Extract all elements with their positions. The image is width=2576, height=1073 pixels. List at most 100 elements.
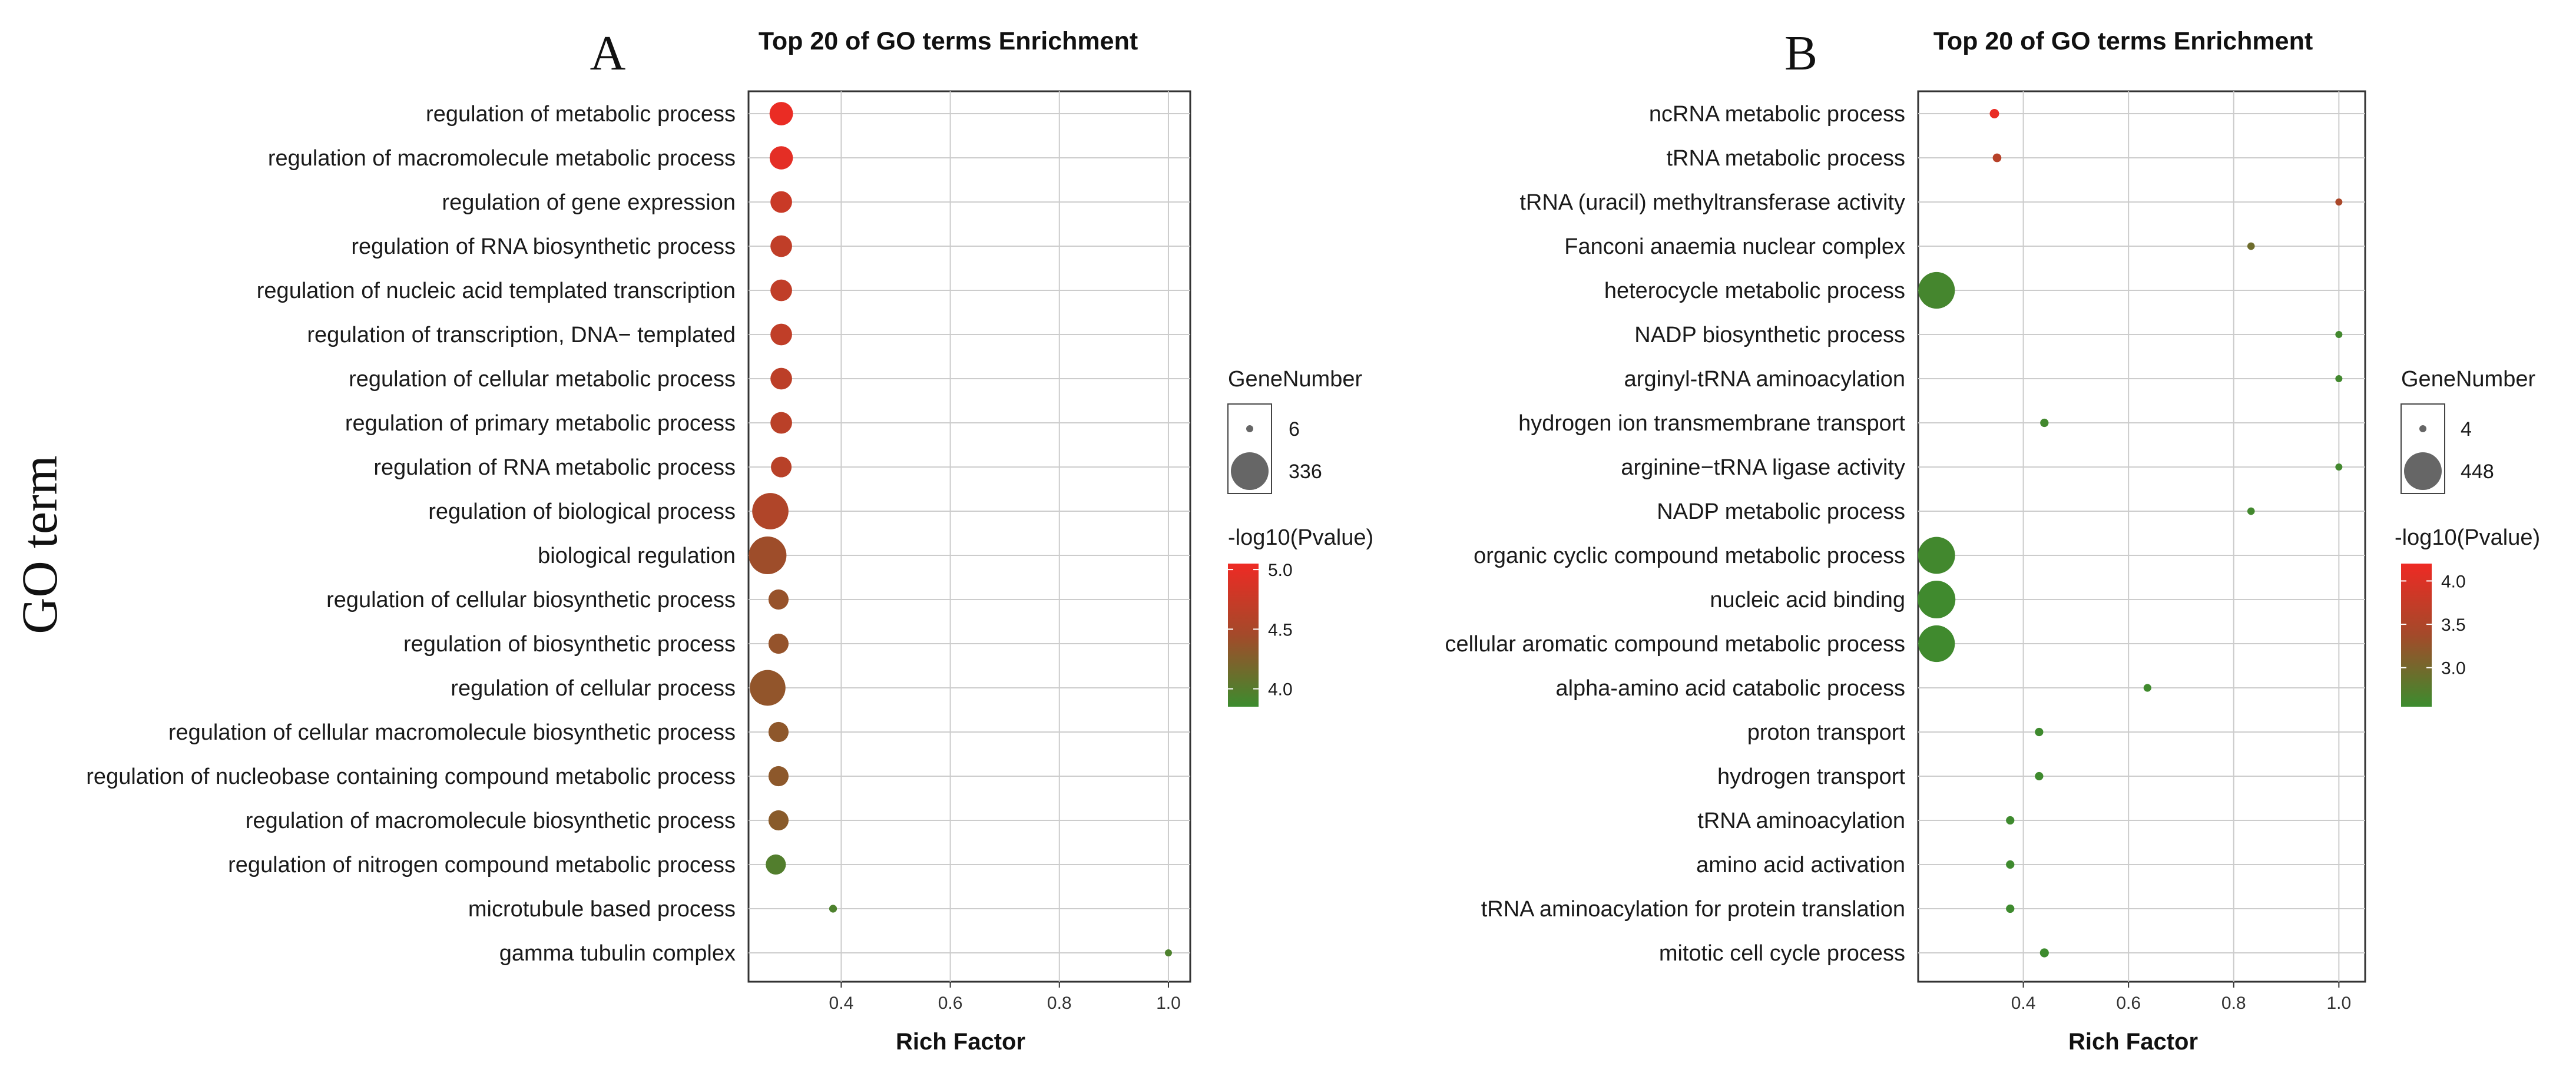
term-label: regulation of RNA biosynthetic process [351,234,736,259]
term-dot [1992,153,2002,163]
panel-a-x-axis-title: Rich Factor [896,1029,1025,1055]
x-tick-label: 0.6 [938,993,963,1013]
panel-a-title: Top 20 of GO terms Enrichment [759,27,1138,55]
term-dot [2039,948,2049,958]
term-label: gamma tubulin complex [499,941,736,966]
panel-b-grid [1918,91,2365,982]
term-label: alpha-amino acid catabolic process [1555,676,1905,701]
panel-a-size-legend-title: GeneNumber [1228,367,1362,392]
term-label: organic cyclic compound metabolic proces… [1474,544,1905,568]
term-label: NADP metabolic process [1657,499,1905,524]
panel-b-plot-area [1917,90,2366,983]
x-tick-label: 1.0 [2326,993,2351,1013]
term-label: ncRNA metabolic process [1649,102,1905,127]
term-dot [2335,331,2343,338]
panel-a: A Top 20 of GO terms Enrichment regulati… [86,26,1373,1055]
panel-b-letter: B [1784,26,1817,81]
panel-b-term-labels: ncRNA metabolic process tRNA metabolic pr… [1445,102,1906,966]
term-dot [1918,581,1956,618]
term-dot [2335,375,2343,382]
term-label: regulation of primary metabolic process [345,411,736,436]
x-tick-label: 0.8 [1047,993,1072,1013]
term-label: arginine−tRNA ligase activity [1621,455,1905,480]
panel-a-term-labels: regulation of metabolic process regulatio… [86,102,736,966]
term-dot [2335,198,2343,206]
term-label: tRNA aminoacylation [1697,809,1905,833]
term-dot [752,493,789,529]
term-dot [2247,242,2255,250]
term-dot [770,235,792,257]
x-tick-label: 0.6 [2116,993,2141,1013]
term-dot [768,721,789,743]
panel-a-x-ticks: 0.4 0.6 0.8 1.0 [829,982,1181,1013]
term-label: biological regulation [538,544,736,568]
panel-a-colorbar-ticks: 5.0 4.5 4.0 [1228,561,1293,700]
term-dot [2006,904,2015,913]
panel-a-size-legend-label-small: 6 [1289,418,1300,441]
term-dot [2247,507,2255,515]
panel-b-colorbar [2401,564,2432,707]
term-label: regulation of cellular process [451,676,736,701]
term-dot [749,536,787,574]
term-dot [829,905,837,913]
panel-b-colorbar-ticks: 4.0 3.5 3.0 [2401,572,2466,678]
panel-a-grid [749,91,1190,982]
term-dot [770,323,792,346]
panel-b-dots [1918,109,2343,958]
term-dot [766,854,786,875]
panel-a-size-legend-dot-small [1246,425,1253,432]
term-label: regulation of nitrogen compound metaboli… [228,853,736,877]
term-dot [1164,949,1172,956]
term-label: regulation of metabolic process [426,102,736,127]
y-axis-title: GO term [11,455,68,634]
term-dot [768,810,789,831]
colorbar-tick-label: 3.0 [2441,659,2466,678]
term-label: tRNA (uracil) methyltransferase activity [1519,190,1905,215]
term-label: regulation of gene expression [442,190,736,215]
panel-b-size-legend-label-large: 448 [2461,461,2494,483]
colorbar-tick-label: 5.0 [1268,561,1293,580]
x-tick-label: 0.4 [829,993,854,1013]
panel-b-size-legend-label-small: 4 [2461,418,2472,441]
colorbar-tick-label: 4.0 [2441,572,2466,591]
term-label: amino acid activation [1696,853,1905,877]
term-label: cellular aromatic compound metabolic pro… [1445,632,1905,657]
term-dot [2006,816,2015,825]
term-label: regulation of RNA metabolic process [373,455,736,480]
colorbar-tick-label: 4.0 [1268,680,1293,700]
panel-a-colorbar [1228,564,1259,707]
panel-b-title: Top 20 of GO terms Enrichment [1933,27,2313,55]
term-dot [768,766,789,787]
term-label: heterocycle metabolic process [1604,279,1905,303]
panel-b-x-ticks: 0.4 0.6 0.8 1.0 [2011,982,2351,1013]
term-dot [2335,463,2343,471]
term-label: regulation of cellular biosynthetic proc… [326,588,736,612]
term-dot [2035,771,2044,781]
panel-b-color-legend-title: -log10(Pvalue) [2395,525,2540,550]
term-dot [2006,860,2015,869]
panel-b-x-axis-title: Rich Factor [2068,1029,2198,1055]
colorbar-tick-label: 4.5 [1268,620,1293,640]
term-label: regulation of cellular macromolecule bio… [168,720,736,745]
panel-a-color-legend: -log10(Pvalue) 5.0 4.5 4.0 [1228,525,1373,707]
x-tick-label: 0.4 [2011,993,2036,1013]
term-label: mitotic cell cycle process [1659,941,1905,966]
term-dot [770,191,792,213]
x-tick-label: 0.8 [2221,993,2246,1013]
panel-b-size-legend-dot-large [2404,452,2442,490]
term-dot [770,367,792,390]
term-dot [1918,536,1955,574]
term-label: nucleic acid binding [1710,588,1905,612]
term-label: regulation of nucleic acid templated tra… [257,279,736,303]
term-label: hydrogen ion transmembrane transport [1518,411,1905,436]
panel-a-size-legend-dot-large [1231,452,1269,490]
term-dot [1918,271,1955,309]
term-label: arginyl-tRNA aminoacylation [1624,367,1905,392]
panel-a-dots [749,102,1172,956]
term-dot [768,589,789,610]
panel-a-size-legend-label-large: 336 [1289,461,1322,483]
term-dot [2143,684,2151,692]
term-dot [768,633,789,654]
term-label: regulation of biological process [428,499,736,524]
